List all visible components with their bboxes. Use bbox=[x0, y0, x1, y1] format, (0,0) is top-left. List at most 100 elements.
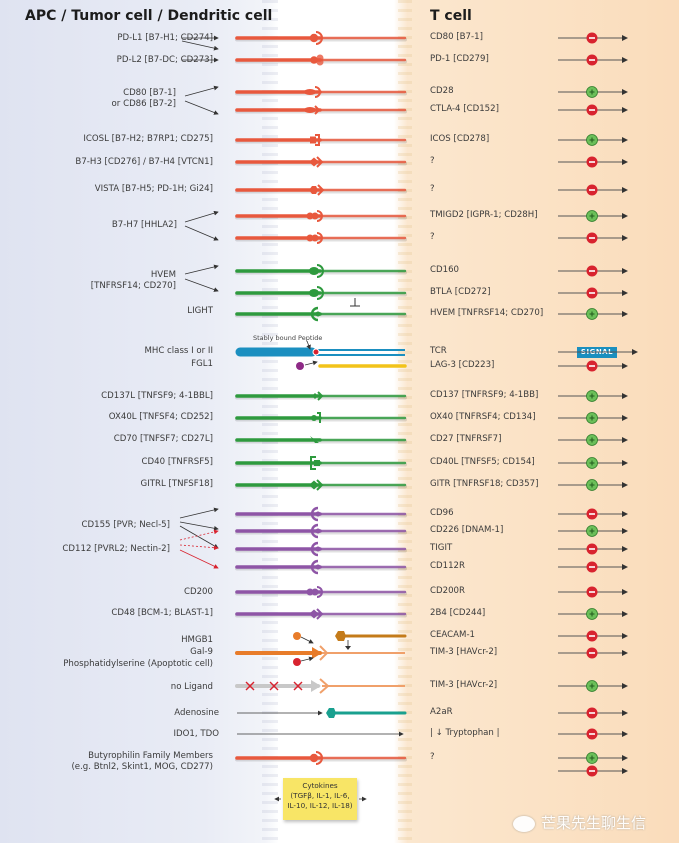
receptor-chevron bbox=[316, 156, 324, 168]
ligand-head bbox=[306, 234, 314, 242]
receptor-label: CD160 bbox=[430, 265, 460, 275]
ligand-label-cd80: CD80 [B7-1] bbox=[123, 88, 176, 98]
ps-arrow bbox=[300, 656, 314, 662]
ligand-label-adenosine: Adenosine bbox=[174, 708, 219, 718]
ligand-head bbox=[304, 107, 316, 113]
ligand-head bbox=[309, 609, 319, 619]
x-stroke bbox=[269, 681, 279, 691]
x-mark-icon bbox=[293, 681, 303, 691]
receptor-label: 2B4 [CD244] bbox=[430, 608, 486, 618]
minus-circle-icon bbox=[586, 707, 598, 719]
binding-arrow bbox=[184, 264, 219, 275]
x-stroke bbox=[293, 681, 303, 691]
receptor-label: CTLA-4 [CD152] bbox=[430, 104, 499, 114]
ceacam1-head bbox=[335, 631, 346, 641]
ligand-head bbox=[311, 415, 317, 421]
receptor-cup bbox=[315, 751, 323, 765]
ligand-head bbox=[315, 528, 321, 534]
vista-pair bbox=[235, 184, 407, 196]
receptor-label: CD80 [B7-1] bbox=[430, 32, 483, 42]
binding-arrow bbox=[184, 210, 219, 223]
x-mark-icon bbox=[269, 681, 279, 691]
b7h3-pair bbox=[235, 156, 407, 168]
receptor-label: CEACAM-1 bbox=[430, 630, 476, 640]
gitrl-gitr-pair bbox=[235, 479, 407, 491]
cd137l-cd137-pair bbox=[235, 391, 407, 401]
ligand-label-mhc: MHC class I or II bbox=[144, 346, 213, 356]
receptor-label: CD96 bbox=[430, 508, 454, 518]
ligand-label-cd200: CD200 bbox=[183, 587, 213, 597]
receptor-lobe bbox=[316, 58, 324, 66]
minus-circle-icon bbox=[586, 360, 598, 372]
fgl1-icon bbox=[296, 362, 304, 370]
ligand-head bbox=[309, 753, 319, 763]
ligand-head bbox=[311, 588, 319, 596]
cd155-cd226-pair bbox=[235, 523, 407, 539]
ligand-label-ido: IDO1, TDO bbox=[173, 729, 219, 739]
binding-arrow bbox=[179, 507, 219, 519]
receptor-chevron bbox=[316, 608, 324, 620]
minus-circle-icon bbox=[586, 561, 598, 573]
receptor-cup bbox=[316, 210, 323, 222]
b7h7-tmigd2-pair bbox=[235, 210, 407, 222]
watermark: 芒果先生聊生信 bbox=[513, 812, 646, 833]
tim3-chevron bbox=[319, 678, 330, 694]
hmgb1-arrow bbox=[300, 636, 314, 644]
ligand-head bbox=[312, 393, 318, 399]
ligand-head bbox=[310, 436, 319, 443]
tim3-chevron bbox=[319, 645, 329, 661]
tcell-membrane bbox=[398, 0, 412, 843]
ligand-label-cd112: CD112 [PVRL2; Nectin-2] bbox=[62, 544, 170, 554]
ligand-head bbox=[304, 89, 316, 95]
apc-header: APC / Tumor cell / Dendritic cell bbox=[25, 8, 273, 24]
plus-circle-icon bbox=[586, 434, 598, 446]
plus-circle-icon bbox=[586, 134, 598, 146]
watermark-text: 芒果先生聊生信 bbox=[541, 814, 647, 832]
ligand-label-icosl: ICOSL [B7-H2; B7RP1; CD275] bbox=[83, 134, 213, 144]
plus-circle-icon bbox=[586, 525, 598, 537]
ligand-head bbox=[309, 33, 319, 43]
ligand-label-butyrophilin: Butyrophilin Family Members bbox=[88, 751, 213, 761]
cd80-cd28-pair bbox=[235, 86, 407, 98]
receptor-label: CD200R bbox=[430, 586, 465, 596]
cytokines-box: Cytokines (TGFβ, IL-1, IL-6, IL-10, IL-1… bbox=[283, 778, 357, 820]
wechat-icon bbox=[513, 815, 535, 832]
plus-circle-icon bbox=[586, 680, 598, 692]
receptor-cup bbox=[314, 86, 321, 98]
ligand-head bbox=[306, 212, 314, 220]
cd48-2b4-pair bbox=[235, 608, 407, 620]
ligand-head bbox=[306, 588, 314, 596]
receptor-label: TIM-3 [HAVcr-2] bbox=[430, 680, 498, 690]
receptor-chevron bbox=[317, 391, 324, 401]
ligand-head bbox=[311, 212, 319, 220]
binding-arrow bbox=[184, 100, 219, 115]
receptor-label: CD40L [TNFSF5; CD154] bbox=[430, 457, 535, 467]
receptor-cup bbox=[316, 286, 324, 300]
minus-circle-icon bbox=[586, 32, 598, 44]
cytokines-title: Cytokines bbox=[302, 781, 338, 790]
receptor-label: GITR [TNFRSF18; CD357] bbox=[430, 479, 539, 489]
binding-arrow bbox=[179, 544, 219, 551]
binding-arrow bbox=[184, 225, 219, 241]
tigit-pair bbox=[235, 541, 407, 557]
receptor-chevron bbox=[317, 184, 325, 196]
ligand-label-pdl1: PD-L1 [B7-H1; CD274] bbox=[117, 33, 213, 43]
b7h7-unknown-pair bbox=[235, 232, 407, 244]
receptor-label: ICOS [CD278] bbox=[430, 134, 490, 144]
ligand-label-cd48: CD48 [BCM-1; BLAST-1] bbox=[111, 608, 213, 618]
receptor-label: A2aR bbox=[430, 707, 453, 717]
receptor-cup bbox=[316, 232, 323, 244]
ligand-label-vista: VISTA [B7-H5; PD-1H; Gi24] bbox=[94, 184, 213, 194]
receptor-label: CD226 [DNAM-1] bbox=[430, 525, 504, 535]
receptor-label: CD27 [TNFRSF7] bbox=[430, 434, 502, 444]
ligand-head bbox=[315, 564, 321, 570]
no-ligand-head bbox=[311, 680, 321, 692]
binding-arrow bbox=[179, 529, 219, 541]
receptor-label: OX40 [TNFRSF4; CD134] bbox=[430, 412, 536, 422]
receptor-head bbox=[314, 460, 320, 466]
minus-circle-icon bbox=[586, 508, 598, 520]
ps-icon bbox=[293, 658, 301, 666]
minus-circle-icon bbox=[586, 54, 598, 66]
minus-circle-icon bbox=[586, 104, 598, 116]
